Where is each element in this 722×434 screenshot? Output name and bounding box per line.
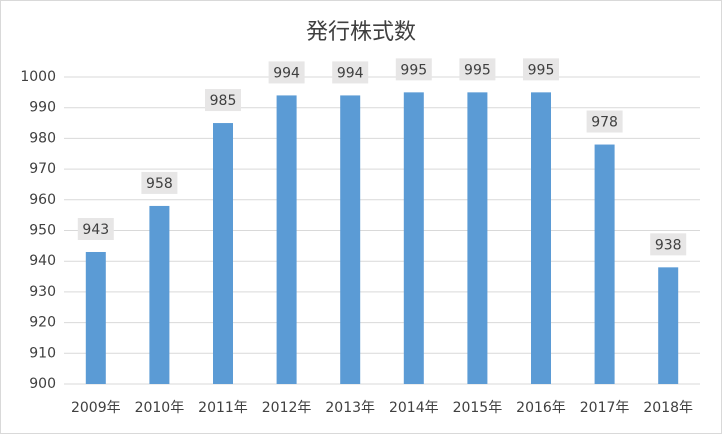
x-tick-label: 2009年 (71, 400, 121, 416)
bar (658, 267, 679, 384)
x-tick-label: 2015年 (453, 400, 503, 416)
bar (149, 205, 170, 384)
y-tick-label: 950 (29, 223, 56, 239)
bar (340, 95, 361, 385)
data-label-bg (395, 58, 432, 81)
chart-title: 発行株式数 (306, 20, 416, 45)
data-label: 995 (528, 62, 555, 78)
data-label: 938 (655, 237, 682, 253)
y-tick-label: 940 (29, 253, 56, 269)
y-tick-label: 970 (29, 161, 56, 177)
y-tick-label: 990 (29, 100, 56, 116)
x-tick-label: 2010年 (135, 400, 185, 416)
x-tick-label: 2017年 (580, 400, 630, 416)
data-label-bg (523, 58, 559, 81)
x-tick-label: 2018年 (643, 400, 693, 416)
x-tick-label: 2016年 (516, 400, 566, 416)
bar (467, 92, 488, 384)
data-label-bg (268, 61, 305, 84)
y-tick-label: 920 (29, 315, 56, 331)
data-label-bg (459, 58, 496, 81)
data-label-bg (650, 233, 687, 256)
data-label: 943 (82, 222, 109, 238)
bar (213, 123, 233, 385)
bar (531, 92, 551, 384)
y-tick-label: 930 (29, 284, 56, 300)
bar (403, 92, 424, 384)
bar (85, 251, 106, 384)
bar (594, 144, 615, 384)
x-tick-label: 2012年 (262, 400, 312, 416)
data-label: 995 (464, 62, 491, 78)
x-tick-label: 2014年 (389, 400, 439, 416)
data-label-bg (141, 171, 178, 194)
x-tick-label: 2011年 (198, 400, 248, 416)
data-label: 994 (337, 65, 364, 81)
data-label-bg (205, 89, 241, 112)
data-label: 995 (400, 62, 427, 78)
bar (276, 95, 297, 385)
y-tick-label: 980 (29, 130, 56, 146)
data-label: 958 (146, 176, 173, 192)
data-label: 994 (273, 65, 300, 81)
data-label-bg (586, 110, 623, 133)
data-label: 978 (591, 115, 618, 131)
y-tick-label: 1000 (20, 69, 56, 85)
data-label-bg (332, 61, 369, 84)
data-label-bg (77, 217, 114, 240)
x-tick-label: 2013年 (325, 400, 375, 416)
y-tick-label: 910 (29, 345, 56, 361)
y-tick-label: 900 (29, 376, 56, 392)
data-label: 985 (210, 93, 237, 109)
y-tick-label: 960 (29, 192, 56, 208)
